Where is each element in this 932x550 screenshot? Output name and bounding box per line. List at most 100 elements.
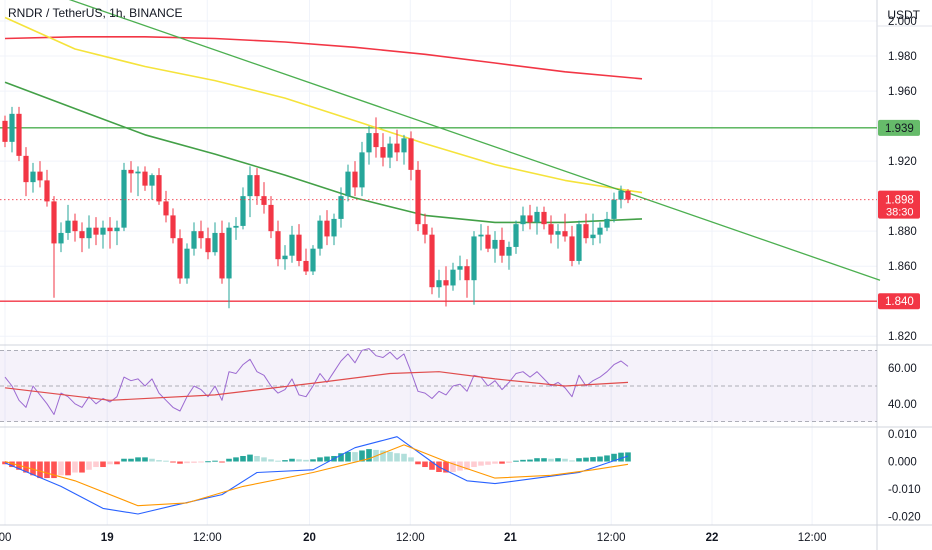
- macd-histogram-bar: [240, 455, 246, 462]
- macd-histogram-bar: [205, 461, 211, 463]
- level-price-tag: [878, 293, 920, 310]
- macd-histogram-bar: [513, 460, 519, 462]
- macd-histogram-bar: [93, 461, 99, 468]
- macd-histogram-bar: [408, 457, 414, 462]
- macd-histogram-bar: [429, 461, 435, 470]
- candle: [576, 224, 582, 261]
- candle: [359, 152, 365, 188]
- macd-line: [4, 436, 629, 515]
- candle: [373, 133, 379, 148]
- candle: [457, 266, 463, 270]
- candle: [464, 266, 470, 281]
- macd-histogram-bar: [107, 461, 113, 465]
- candle: [212, 232, 218, 253]
- candle: [471, 236, 477, 281]
- candle: [338, 196, 344, 219]
- candle: [268, 204, 274, 232]
- macd-histogram-bar: [548, 458, 554, 462]
- macd-signal-line: [4, 444, 629, 507]
- rsi-tick-label: 40.00: [888, 399, 917, 411]
- macd-histogram-bar: [443, 461, 449, 473]
- quote-currency-label[interactable]: USDT: [887, 8, 920, 22]
- price-axis[interactable]: 2.000 1.980 1.960 1.920 1.880 1.860 1.820 60.00…: [878, 16, 921, 524]
- time-axis[interactable]: 00 19 12:00 20 12:00 21 12:00 22 12:00: [0, 532, 826, 544]
- macd-histogram-bar: [86, 461, 92, 470]
- time-tick-label: 21: [504, 532, 517, 544]
- macd-histogram-bar: [422, 461, 428, 468]
- macd-histogram-bar: [471, 461, 477, 468]
- macd-histogram-bar: [135, 457, 141, 462]
- macd-tick-label: 0.010: [888, 429, 917, 441]
- time-tick-label: 12:00: [798, 532, 827, 544]
- macd-histogram-bar: [597, 456, 603, 462]
- macd-histogram-bar: [261, 457, 267, 462]
- countdown-label: 38:30: [886, 207, 914, 219]
- macd-tick-label: 0.000: [888, 457, 917, 469]
- candle: [408, 138, 414, 170]
- price-tick-label: 1.880: [888, 226, 917, 238]
- candle: [177, 238, 183, 279]
- candle: [436, 280, 442, 288]
- macd-histogram-bar: [506, 461, 512, 463]
- candle: [296, 234, 302, 261]
- macd-panel[interactable]: [2, 436, 631, 515]
- macd-histogram-bar: [352, 452, 358, 462]
- candle: [513, 224, 519, 247]
- macd-histogram-bar: [177, 461, 183, 464]
- price-tick-label: 1.820: [888, 331, 917, 343]
- candle: [282, 255, 288, 260]
- candle: [401, 138, 407, 153]
- candle: [191, 231, 197, 249]
- last-price-tag: [878, 190, 920, 219]
- macd-histogram-bar: [114, 461, 120, 465]
- level-price-label: 1.939: [885, 123, 914, 135]
- candle: [324, 220, 330, 237]
- candle: [93, 227, 99, 235]
- candle: [121, 169, 127, 228]
- candle: [352, 171, 358, 188]
- macd-histogram-bar: [289, 458, 295, 462]
- candle: [499, 239, 505, 256]
- candle: [527, 215, 533, 223]
- macd-histogram-bar: [541, 458, 547, 462]
- macd-histogram-bar: [590, 457, 596, 462]
- macd-histogram-bar: [625, 452, 631, 462]
- candle: [247, 175, 253, 197]
- macd-histogram-bar: [387, 451, 393, 462]
- candle: [261, 196, 267, 205]
- candle: [555, 231, 561, 235]
- price-tick-label: 1.960: [888, 86, 917, 98]
- rsi-tick-label: 60.00: [888, 363, 917, 375]
- price-panel[interactable]: [0, 0, 881, 309]
- macd-histogram-bar: [65, 461, 71, 476]
- candle: [65, 220, 71, 233]
- candle: [170, 215, 176, 239]
- time-tick-label: 22: [706, 532, 719, 544]
- macd-histogram-bar: [163, 460, 169, 462]
- candle: [380, 147, 386, 158]
- candle: [303, 260, 309, 272]
- rsi-panel[interactable]: [0, 348, 877, 423]
- candle: [590, 234, 596, 239]
- candle: [394, 143, 400, 153]
- candle: [541, 211, 547, 225]
- price-tick-label: 2.000: [888, 16, 917, 28]
- macd-histogram-bar: [359, 450, 365, 462]
- candle: [107, 227, 113, 232]
- macd-histogram-bar: [618, 452, 624, 462]
- macd-histogram-bar: [604, 455, 610, 462]
- macd-histogram-bar: [121, 458, 127, 462]
- candle: [485, 234, 491, 249]
- macd-histogram-bar: [128, 458, 134, 462]
- macd-histogram-bar: [303, 459, 309, 462]
- candle: [72, 220, 78, 232]
- price-tick-label: 1.980: [888, 51, 917, 63]
- candle: [2, 120, 8, 142]
- candle: [331, 218, 337, 237]
- candle: [86, 227, 92, 239]
- time-tick-label: 12:00: [597, 532, 626, 544]
- candle: [548, 224, 554, 235]
- macd-histogram-bar: [212, 460, 218, 462]
- symbol-title: RNDR / TetherUS, 1h, BINANCE: [8, 6, 183, 20]
